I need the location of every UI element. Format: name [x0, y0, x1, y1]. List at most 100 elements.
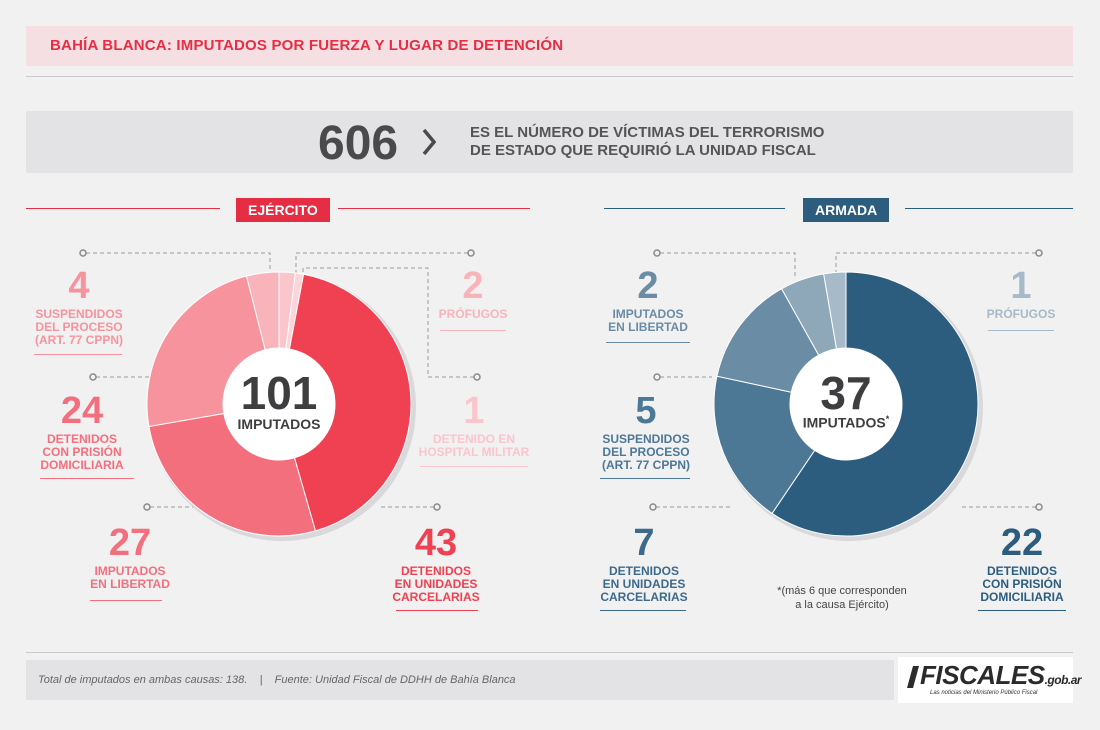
- victims-number: 606: [318, 117, 399, 170]
- ejercito-label: EJÉRCITO: [236, 198, 330, 222]
- ej-leader-profugos: [295, 252, 468, 275]
- ar-domiciliaria-num: 22: [1000, 522, 1044, 564]
- ej-leader-dot-carcelarias: [433, 503, 441, 511]
- ej-carcelarias-underline: [396, 610, 478, 611]
- armada-asterisk: *: [885, 414, 890, 424]
- ej-libertad-l2: EN LIBERTAD: [90, 577, 170, 591]
- ar-carcelarias-l3: CARCELARIAS: [600, 590, 688, 604]
- ej-suspendidos-l3: (ART. 77 CPPN): [34, 333, 123, 347]
- ej-leader-dot-domiciliaria: [89, 373, 97, 381]
- ej-suspendidos-l1: SUSPENDIDOS: [35, 307, 123, 321]
- footer-divider: [26, 652, 1073, 653]
- armada-donut: [713, 271, 983, 541]
- logo-domain-text: .gob.ar: [1044, 673, 1082, 687]
- ej-hospital-num: 1: [463, 390, 485, 432]
- ej-leader-dot-profugos: [467, 249, 475, 257]
- ej-carcelarias-l3: CARCELARIAS: [392, 590, 480, 604]
- ej-leader-dot-suspendidos: [79, 249, 87, 257]
- armada-note-line1: *(más 6 que corresponden: [777, 585, 907, 597]
- header-divider: [26, 76, 1073, 77]
- ej-profugos-num: 2: [462, 265, 484, 307]
- ej-leader-suspendidos: [86, 252, 271, 275]
- ej-libertad-num: 27: [108, 522, 152, 564]
- ar-domiciliaria-l3: DOMICILIARIA: [980, 590, 1064, 604]
- ar-label-libertad: 2 IMPUTADOS EN LIBERTAD: [588, 265, 708, 334]
- ar-suspendidos-l3: (ART. 77 CPPN): [601, 458, 690, 472]
- ej-suspendidos-num: 4: [68, 265, 90, 307]
- ej-leader-dot-libertad: [143, 503, 151, 511]
- ar-libertad-num: 2: [637, 265, 659, 307]
- ar-carcelarias-l2: EN UNIDADES: [602, 577, 686, 591]
- ej-carcelarias-l1: DETENIDOS: [400, 564, 471, 578]
- ar-suspendidos-underline: [600, 478, 690, 479]
- ej-label-profugos: 2 PRÓFUGOS: [418, 265, 528, 321]
- ar-carcelarias-l1: DETENIDOS: [608, 564, 679, 578]
- ar-label-domiciliaria: 22 DETENIDOS CON PRISIÓN DOMICILIARIA: [962, 522, 1082, 604]
- ar-suspendidos-l2: DEL PROCESO: [602, 445, 690, 459]
- ej-label-suspendidos: 4 SUSPENDIDOS DEL PROCESO (ART. 77 CPPN): [18, 265, 140, 347]
- ej-hospital-l1: DETENIDO EN: [432, 432, 515, 446]
- armada-line-left: [604, 208, 785, 209]
- ar-leader-dot-domiciliaria: [1035, 503, 1043, 511]
- armada-total-label-text: IMPUTADOS: [802, 414, 886, 431]
- ej-libertad-underline: [90, 600, 162, 601]
- leader-lines: [79, 249, 1043, 511]
- ar-leader-dot-suspendidos: [653, 373, 661, 381]
- title-bar: [26, 26, 1073, 66]
- armada-total: 37: [820, 367, 872, 419]
- ejercito-line-right: [338, 208, 530, 209]
- ej-suspendidos-l2: DEL PROCESO: [35, 320, 123, 334]
- ejercito-donut: [146, 271, 416, 541]
- ar-domiciliaria-l2: CON PRISIÓN: [982, 577, 1062, 591]
- armada-hole: [790, 348, 902, 460]
- ar-carcelarias-num: 7: [633, 522, 655, 564]
- ar-label-carcelarias: 7 DETENIDOS EN UNIDADES CARCELARIAS: [584, 522, 704, 604]
- ar-leader-libertad: [660, 252, 796, 278]
- logo-tagline: Las noticias del Ministerio Público Fisc…: [930, 690, 1038, 696]
- ej-libertad-l1: IMPUTADOS: [94, 564, 166, 578]
- victims-description: ES EL NÚMERO DE VÍCTIMAS DEL TERRORISMO …: [470, 124, 824, 160]
- ej-profugos-l1: PRÓFUGOS: [438, 307, 508, 321]
- ej-domiciliaria-l2: CON PRISIÓN: [42, 445, 122, 459]
- ej-hospital-underline: [420, 466, 528, 467]
- ar-leader-dot-carcelarias: [649, 503, 657, 511]
- ej-domiciliaria-num: 24: [60, 390, 104, 432]
- ar-domiciliaria-l1: DETENIDOS: [986, 564, 1057, 578]
- page-title: BAHÍA BLANCA: IMPUTADOS POR FUERZA Y LUG…: [50, 37, 564, 54]
- ej-label-hospital: 1 DETENIDO EN HOSPITAL MILITAR: [410, 390, 538, 459]
- ejercito-total: 101: [240, 367, 318, 419]
- ar-libertad-underline: [606, 342, 690, 343]
- ar-suspendidos-num: 5: [635, 390, 657, 432]
- logo-box: [898, 657, 1073, 703]
- ar-suspendidos-l1: SUSPENDIDOS: [602, 432, 690, 446]
- armada-line-right: [905, 208, 1073, 209]
- victims-description-line2: DE ESTADO QUE REQUIRIÓ LA UNIDAD FISCAL: [470, 142, 816, 159]
- ej-profugos-underline: [440, 330, 506, 331]
- ejercito-line-left: [26, 208, 220, 209]
- stat-bar: [26, 111, 1073, 173]
- ar-leader-dot-profugos: [1035, 249, 1043, 257]
- armada-note: *(más 6 que corresponden a la causa Ejér…: [762, 584, 922, 612]
- ej-domiciliaria-underline: [40, 478, 134, 479]
- ej-leader-dot-hospital: [473, 373, 481, 381]
- ej-leader-hospital: [302, 267, 474, 378]
- ar-profugos-underline: [988, 330, 1054, 331]
- ar-leader-profugos: [835, 252, 1036, 272]
- ej-suspendidos-underline: [34, 354, 122, 355]
- ar-libertad-l2: EN LIBERTAD: [608, 320, 688, 334]
- ej-label-domiciliaria: 24 DETENIDOS CON PRISIÓN DOMICILIARIA: [18, 390, 146, 472]
- footer-bar: [26, 660, 894, 700]
- ej-carcelarias-num: 43: [414, 522, 458, 564]
- chevron-right-icon: [422, 128, 436, 156]
- ar-carcelarias-underline: [600, 610, 686, 611]
- ar-profugos-num: 1: [1010, 265, 1032, 307]
- ej-label-carcelarias: 43 DETENIDOS EN UNIDADES CARCELARIAS: [376, 522, 496, 604]
- ej-label-libertad: 27 IMPUTADOS EN LIBERTAD: [70, 522, 190, 591]
- armada-total-label: IMPUTADOS*: [786, 414, 906, 431]
- victims-description-line1: ES EL NÚMERO DE VÍCTIMAS DEL TERRORISMO: [470, 124, 825, 141]
- ej-domiciliaria-l1: DETENIDOS: [46, 432, 117, 446]
- ar-domiciliaria-underline: [978, 610, 1066, 611]
- ar-label-suspendidos: 5 SUSPENDIDOS DEL PROCESO (ART. 77 CPPN): [586, 390, 706, 472]
- ar-profugos-l1: PRÓFUGOS: [986, 307, 1056, 321]
